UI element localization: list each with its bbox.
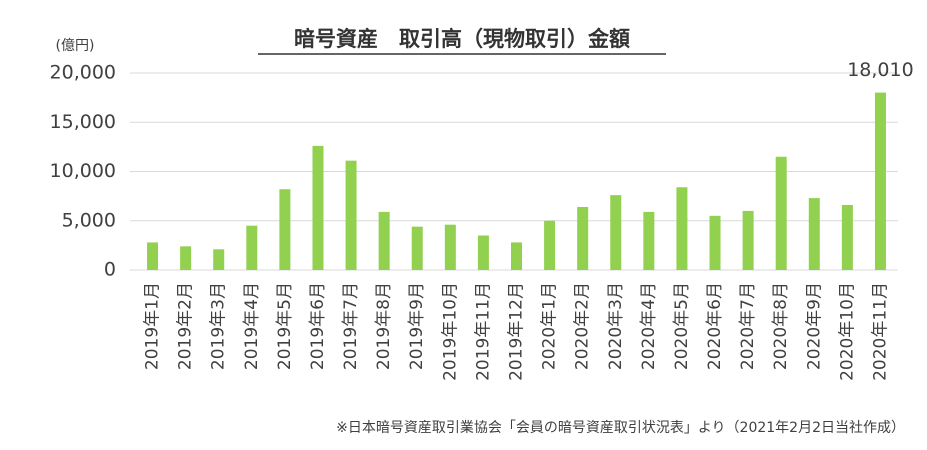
x-tick-label: 2020年7月 [738,282,758,370]
x-tick-label: 2020年10月 [837,282,857,381]
chart-title: 暗号資産 取引高（現物取引）金額 [294,27,630,51]
x-tick-label: 2019年5月 [275,282,295,370]
x-tick-label: 2019年7月 [341,282,361,370]
source-note: ※日本暗号資産取引業協会「会員の暗号資産取引状況表」より（2021年2月2日当社… [336,420,905,436]
bar [643,211,655,270]
bar [345,160,357,270]
x-tick-label: 2020年2月 [573,282,593,370]
x-tick-label: 2019年9月 [407,282,427,370]
bar [775,156,787,270]
bar [246,225,258,270]
bar [544,220,556,270]
y-tick-label: 5,000 [62,209,116,231]
y-tick-label: 10,000 [50,160,116,182]
x-tick-label: 2019年1月 [143,282,163,370]
y-tick-label: 0 [104,259,116,281]
bar [808,198,820,270]
data-label: 18,010 [847,59,913,81]
x-tick-label: 2020年5月 [672,282,692,370]
bar [279,189,291,270]
bar [511,242,522,270]
bar [610,195,622,270]
bar [841,204,853,270]
bar [676,187,688,270]
bar [312,145,324,270]
bar [411,226,423,270]
x-tick-label: 2019年3月 [209,282,229,370]
x-tick-label: 2020年3月 [606,282,626,370]
x-tick-label: 2020年4月 [639,282,659,370]
y-unit: (億円) [56,38,95,54]
x-tick-label: 2020年9月 [804,282,824,370]
x-tick-label: 2019年12月 [507,282,527,381]
x-tick-label: 2020年8月 [771,282,791,370]
bar [577,206,589,270]
bar [180,246,192,270]
x-tick-label: 2019年2月 [176,282,196,370]
bar [213,249,225,270]
x-tick-label: 2020年11月 [870,282,890,381]
x-tick-label: 2020年6月 [705,282,725,370]
x-tick-label: 2019年10月 [440,282,460,381]
x-tick-label: 2019年11月 [473,282,493,381]
bar [378,211,390,270]
bar [477,235,489,270]
bar [709,215,721,270]
bar [147,242,159,270]
x-tick-label: 2019年8月 [374,282,394,370]
x-tick-label: 2019年6月 [308,282,328,370]
y-tick-label: 20,000 [50,62,116,84]
y-tick-label: 15,000 [50,111,116,133]
bar [444,224,456,270]
x-tick-label: 2020年1月 [540,282,560,370]
bar [874,92,886,270]
bar [742,210,754,270]
x-tick-label: 2019年4月 [242,282,262,370]
